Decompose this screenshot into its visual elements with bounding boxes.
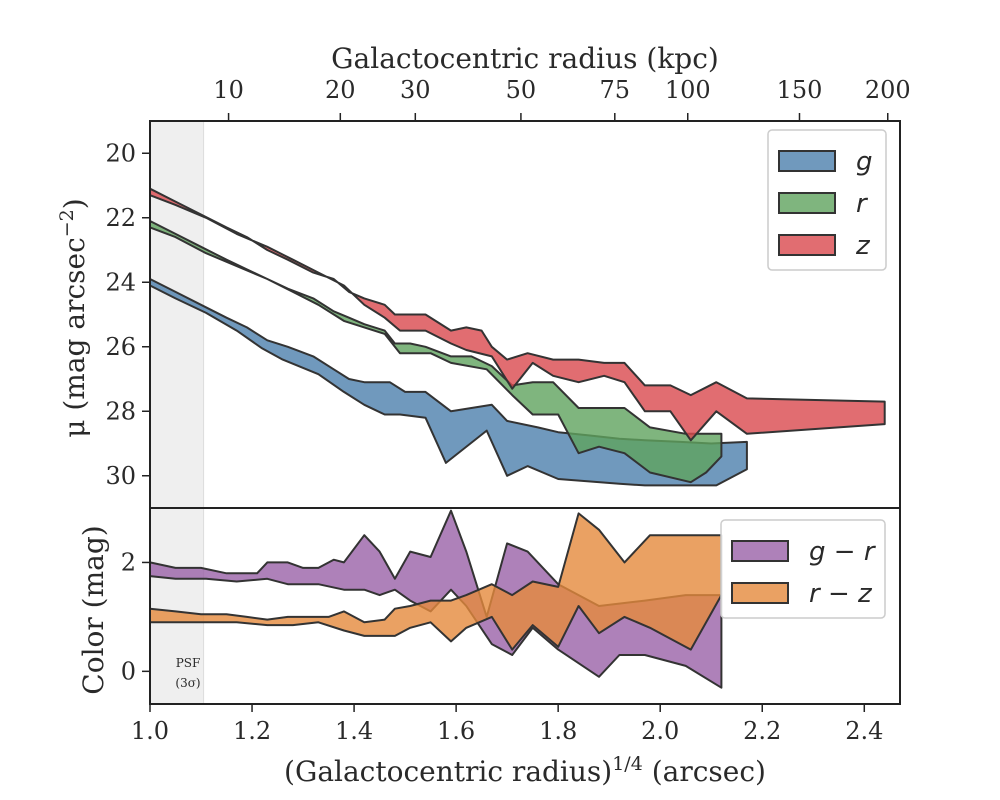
- x-title-main: (Galactocentric radius): [284, 755, 612, 788]
- y-tick-label: 20: [105, 139, 136, 167]
- x-tick-label: 1.4: [335, 717, 373, 745]
- surface-brightness-y-title: μ (mag arcsec−2): [56, 198, 91, 437]
- color-legend-label-r-z: r − z: [809, 579, 873, 609]
- mu-legend-label-r: r: [856, 189, 869, 219]
- surface-brightness-bands: [149, 187, 886, 487]
- color-y-tick-label: 2: [121, 548, 136, 576]
- mu-band-z: [149, 187, 886, 442]
- y-tick-label: 22: [105, 204, 136, 232]
- x-title-superscript: 1/4: [612, 753, 643, 775]
- color-bands: [149, 509, 723, 689]
- y-tick-label: 28: [105, 397, 136, 425]
- x-title-end: (arcsec): [643, 755, 766, 788]
- surface-brightness-y-ticks: 20 22 24 26 28 30: [105, 139, 150, 490]
- x-tick-label: 2.4: [845, 717, 883, 745]
- color-y-title: Color (mag): [77, 525, 110, 694]
- x-tick-label: 2.0: [641, 717, 679, 745]
- kpc-tick-label: 30: [400, 76, 431, 104]
- color-band-r-z: [149, 512, 723, 651]
- color-x-ticks: 1.0 1.2 1.4 1.6 1.8 2.0 2.2 2.4: [131, 704, 883, 745]
- color-y-ticks: 02: [121, 548, 150, 685]
- mu-band-r: [149, 220, 723, 484]
- x-axis-title: (Galactocentric radius)1/4 (arcsec): [284, 753, 766, 788]
- mu-legend-label-z: z: [855, 231, 871, 261]
- kpc-tick-label: 10: [213, 76, 244, 104]
- x-tick-label: 1.2: [233, 717, 271, 745]
- x-tick-label: 1.0: [131, 717, 169, 745]
- kpc-tick-label: 75: [600, 76, 631, 104]
- psf-label: PSF: [176, 656, 201, 670]
- x-tick-label: 1.8: [539, 717, 577, 745]
- kpc-tick-label: 100: [665, 76, 711, 104]
- y-title-superscript: −2: [56, 209, 78, 237]
- color-legend-label-g-r: g − r: [809, 537, 877, 567]
- y-title-end: ): [58, 198, 91, 209]
- bottom-panel-frame: [149, 507, 901, 705]
- mu-legend-swatch-z: [778, 234, 836, 256]
- color-legend: g − r r − z: [720, 519, 886, 619]
- psf-region-bottom: [149, 507, 205, 705]
- kpc-tick-label: 20: [325, 76, 356, 104]
- psf-region-top: [149, 120, 205, 509]
- color-y-tick-label: 0: [121, 657, 136, 685]
- y-tick-label: 30: [105, 462, 136, 490]
- color-legend-swatch-g-r: [731, 540, 789, 562]
- y-title-main: μ (mag arcsec: [58, 237, 91, 437]
- y-tick-label: 26: [105, 333, 136, 361]
- top-axis-title: Galactocentric radius (kpc): [331, 42, 719, 75]
- mu-legend-swatch-r: [778, 192, 836, 214]
- y-tick-label: 24: [105, 268, 136, 296]
- mu-legend-label-g: g: [856, 147, 873, 177]
- x-tick-label: 1.6: [437, 717, 475, 745]
- surface-brightness-panel: 20 22 24 26 28 30 10 20 30 50 75 100 150 200 grz: [105, 76, 911, 509]
- color-panel: 02 1.0 1.2 1.4 1.6 1.8 2.0 2.2 2.4 g − rr − z P…: [121, 507, 901, 745]
- mu-legend-swatch-g: [778, 150, 836, 172]
- kpc-tick-label: 200: [865, 76, 911, 104]
- top-kpc-axis-ticks: 10 20 30 50 75 100 150 200: [213, 76, 911, 121]
- kpc-tick-label: 150: [777, 76, 823, 104]
- x-tick-label: 2.2: [743, 717, 781, 745]
- kpc-tick-label: 50: [506, 76, 537, 104]
- color-legend-swatch-r-z: [731, 582, 789, 604]
- surface-brightness-legend: grz: [767, 129, 887, 271]
- psf-sigma-label: (3σ): [175, 676, 200, 690]
